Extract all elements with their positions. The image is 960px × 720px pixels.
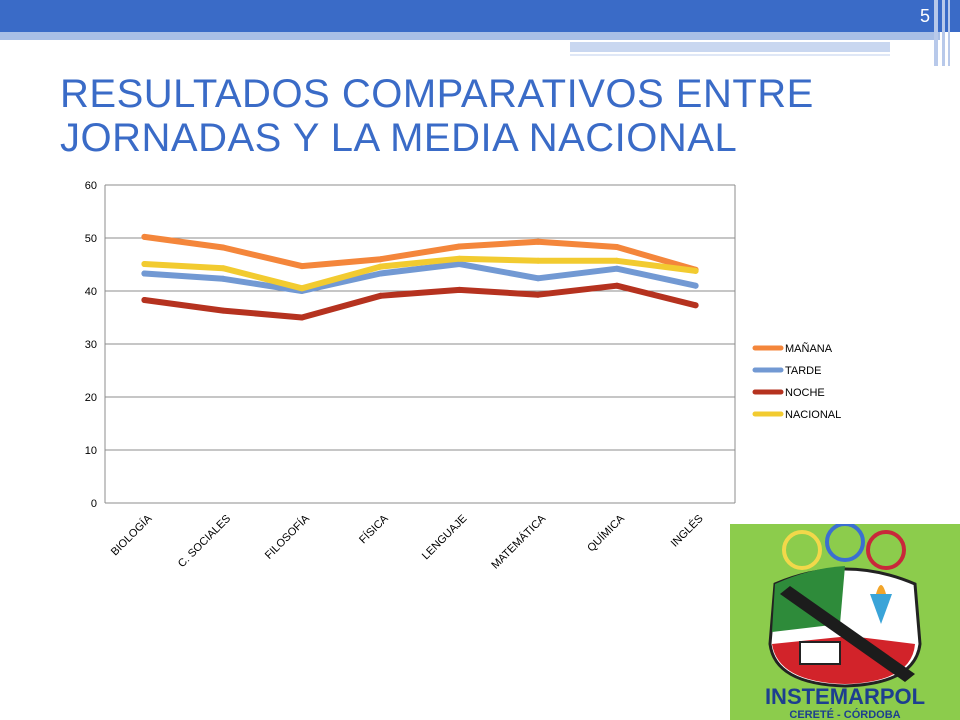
logo-ring-blue: [825, 524, 865, 562]
series-line-2: [141, 282, 699, 321]
header-stripe: [934, 0, 938, 66]
series-line-1: [141, 261, 699, 294]
data-point: [535, 257, 542, 264]
header-stripe: [948, 0, 950, 66]
logo-book-icon: [799, 641, 841, 665]
y-tick-label: 0: [91, 498, 97, 510]
data-point: [613, 282, 620, 289]
data-point: [220, 307, 227, 314]
data-point: [535, 238, 542, 245]
school-logo: INSTEMARPOL CERETÉ - CÓRDOBA: [730, 524, 960, 720]
slide-title-line-2: JORNADAS Y LA MEDIA NACIONAL: [60, 116, 738, 160]
y-tick-label: 10: [85, 445, 97, 457]
data-point: [377, 292, 384, 299]
data-point: [141, 261, 148, 267]
data-point: [456, 261, 463, 267]
y-axis: 0 10 20 30 40 50 60: [85, 180, 736, 510]
header-stripe: [942, 0, 945, 66]
logo-flame-icon: [876, 585, 886, 594]
slide-title-line-1: RESULTADOS COMPARATIVOS ENTRE: [60, 72, 814, 116]
gridlines: [105, 184, 735, 504]
x-tick-label: MATEMÁTICA: [489, 511, 549, 571]
logo-name: INSTEMARPOL: [765, 684, 925, 709]
legend-label: NACIONAL: [785, 409, 841, 421]
x-tick-label: FÍSICA: [356, 511, 391, 546]
logo-ring-yellow: [782, 530, 822, 570]
x-tick-label: BIOLOGÍA: [108, 511, 155, 558]
x-axis: BIOLOGÍA C. SOCIALES FILOSOFÍA FÍSICA LENGUA…: [108, 511, 706, 571]
data-point: [220, 265, 227, 272]
header-accent-bar: [570, 42, 890, 52]
data-point: [613, 257, 620, 264]
data-point: [298, 314, 305, 321]
logo-subtitle: CERETÉ - CÓRDOBA: [789, 708, 900, 720]
header-accent-line: [570, 54, 890, 56]
x-tick-label: INGLÉS: [668, 512, 706, 550]
data-point: [141, 270, 148, 277]
logo-ring-red: [866, 530, 906, 570]
data-point: [377, 263, 384, 270]
data-point: [220, 275, 227, 282]
data-point: [298, 263, 305, 270]
slide-title: RESULTADOS COMPARATIVOS ENTRE JORNADAS Y…: [60, 72, 900, 160]
series-line-0: [141, 233, 699, 273]
y-tick-label: 20: [85, 392, 97, 404]
data-point: [692, 302, 699, 309]
logo-torch-icon: [870, 594, 892, 624]
data-point: [456, 243, 463, 250]
data-point: [456, 255, 463, 262]
y-tick-label: 30: [85, 339, 97, 351]
x-tick-label: FILOSOFÍA: [262, 511, 312, 561]
data-point: [535, 275, 542, 282]
x-tick-label: QUÍMICA: [585, 511, 628, 554]
data-point: [692, 267, 699, 274]
slide-number: 5: [919, 6, 930, 26]
y-tick-label: 60: [85, 180, 97, 192]
legend: MAÑANA TARDE NOCHE NACIONAL: [752, 342, 841, 421]
data-point: [298, 285, 305, 292]
data-point: [141, 297, 148, 303]
legend-label: MAÑANA: [785, 342, 833, 355]
series-lines: [141, 233, 699, 321]
y-tick-label: 50: [85, 233, 97, 245]
line-chart: 0 10 20 30 40 50 60 BIOLOGÍA C. SOCIALES FILOSOF…: [85, 180, 842, 572]
data-point: [535, 291, 542, 298]
legend-label: TARDE: [785, 365, 821, 377]
legend-label: NOCHE: [785, 387, 825, 399]
data-point: [613, 244, 620, 250]
data-point: [141, 233, 148, 240]
logo-sash: [780, 586, 915, 682]
header-band: [0, 0, 960, 32]
data-point: [220, 244, 227, 251]
x-tick-label: LENGUAJE: [420, 513, 470, 563]
data-point: [377, 270, 384, 277]
series-line-3: [141, 255, 699, 292]
data-point: [613, 265, 620, 272]
data-point: [377, 256, 384, 263]
header-band-light: [0, 32, 940, 40]
data-point: [692, 282, 699, 289]
data-point: [456, 286, 463, 293]
x-tick-label: C. SOCIALES: [176, 513, 233, 570]
y-tick-label: 40: [85, 286, 97, 298]
